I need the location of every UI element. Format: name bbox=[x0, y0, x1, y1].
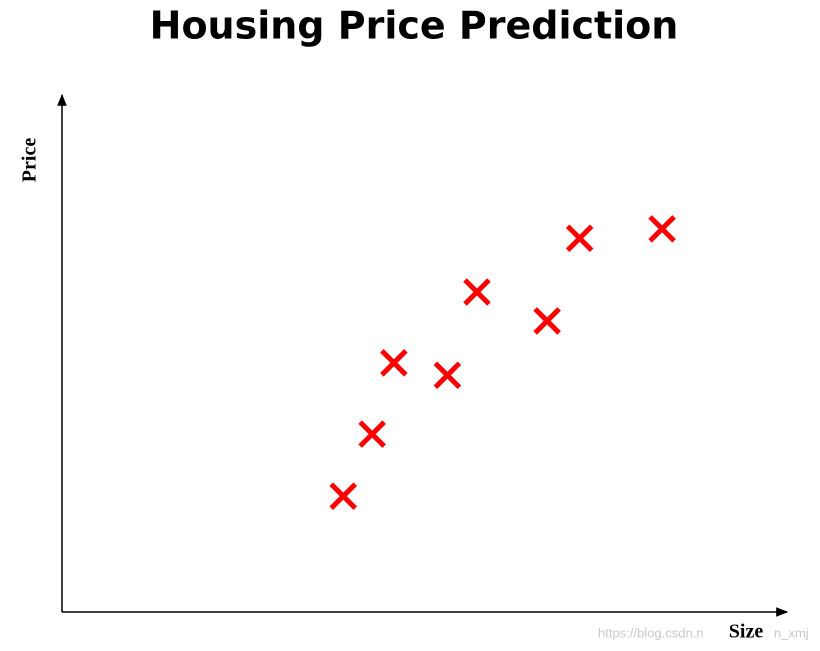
watermark: n_xmj bbox=[774, 625, 809, 640]
point bbox=[533, 307, 561, 335]
point bbox=[329, 482, 358, 510]
point bbox=[463, 278, 491, 306]
y-axis-label: Price bbox=[19, 138, 41, 183]
point bbox=[565, 224, 594, 252]
chart-title: Housing Price Prediction bbox=[150, 4, 679, 48]
watermark: https://blog.csdn.n bbox=[598, 625, 704, 640]
point bbox=[380, 349, 408, 377]
point bbox=[433, 361, 462, 389]
point bbox=[648, 215, 676, 243]
x-axis-label: Size bbox=[729, 621, 764, 643]
point bbox=[358, 420, 386, 448]
